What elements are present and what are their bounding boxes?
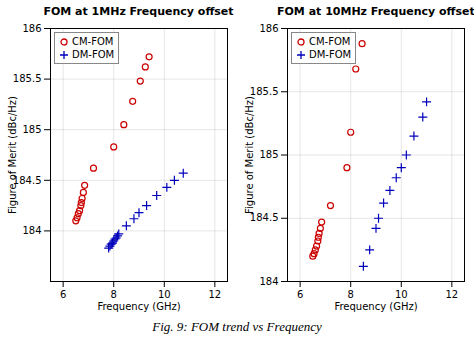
svg-text:185.5: 185.5: [13, 73, 42, 84]
html-text:DM-FOM: DM-FOM: [72, 49, 115, 60]
svg-text:184: 184: [22, 225, 41, 236]
svg-text:10: 10: [395, 289, 408, 300]
svg-text:185: 185: [259, 149, 278, 160]
html-text:Fig. 9: FOM trend vs Frequency: Fig. 9: FOM trend vs Frequency: [152, 319, 322, 334]
html-text:CM-FOM: CM-FOM: [309, 36, 351, 47]
html-text:CM-FOM: CM-FOM: [72, 36, 114, 47]
svg-text:8: 8: [348, 289, 354, 300]
svg-text:Frequency (GHz): Frequency (GHz): [97, 301, 180, 312]
svg-text:184.5: 184.5: [249, 212, 279, 224]
svg-text:186: 186: [22, 23, 41, 34]
svg-text:Figure of Merit (dBc/Hz): Figure of Merit (dBc/Hz): [7, 96, 18, 214]
svg-text:Figure of Merit (dBc/Hz): Figure of Merit (dBc/Hz): [244, 96, 255, 214]
svg-text:12: 12: [208, 289, 221, 300]
svg-text:12: 12: [445, 289, 458, 300]
svg-text:8: 8: [111, 289, 117, 300]
svg-text:185.5: 185.5: [250, 86, 279, 97]
svg-text:6: 6: [297, 289, 303, 300]
svg-text:184: 184: [259, 276, 278, 287]
html-text:FOM at 10MHz Frequency offset: FOM at 10MHz Frequency offset: [277, 5, 474, 18]
svg-text:10: 10: [158, 289, 171, 300]
svg-text:6: 6: [60, 289, 66, 300]
svg-text:Frequency (GHz): Frequency (GHz): [334, 301, 417, 312]
svg-text:184.5: 184.5: [12, 174, 42, 186]
svg-text:185: 185: [22, 124, 41, 135]
html-text:FOM at 1MHz Frequency offset: FOM at 1MHz Frequency offset: [43, 5, 234, 18]
svg-text:186: 186: [259, 23, 278, 34]
html-text:DM-FOM: DM-FOM: [309, 49, 352, 60]
